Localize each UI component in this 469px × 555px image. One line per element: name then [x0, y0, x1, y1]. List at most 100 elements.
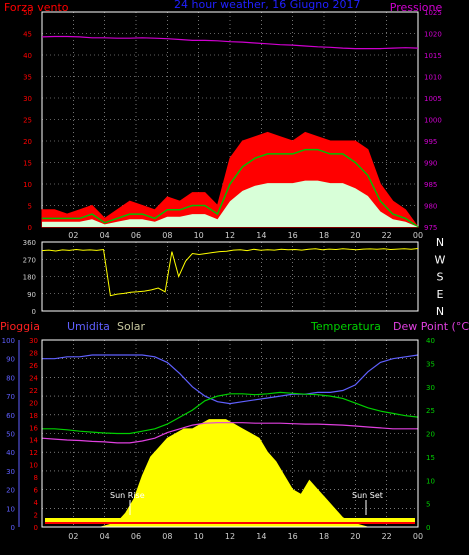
x-tick-label: 06: [131, 532, 141, 541]
x-tick-label: 18: [319, 231, 329, 240]
humidity-tick-label: 30: [6, 468, 15, 476]
humidity-tick-label: 100: [2, 337, 15, 345]
plot-frame: [41, 339, 419, 528]
temperature-label: Temperatura: [310, 320, 381, 333]
series-humidity: [42, 354, 419, 405]
series-temperature: [42, 391, 419, 435]
series-wind-speed: [42, 148, 419, 228]
humidity-tick-label: 90: [6, 356, 15, 364]
temperature-tick-label: 35: [426, 360, 435, 368]
humidity-tick-label: 60: [6, 412, 15, 420]
humidity-tick-label: 40: [6, 449, 15, 457]
pressure-tick-label: 1010: [424, 74, 442, 82]
x-tick-label: 14: [256, 231, 266, 240]
temperature-tick-label: 40: [426, 337, 435, 345]
x-tick-label: 02: [68, 231, 78, 240]
compass-label: S: [437, 271, 444, 284]
series-rain: [45, 522, 415, 524]
compass-label: N: [436, 236, 444, 249]
x-tick-label: 00: [413, 231, 423, 240]
plot-frame: [41, 241, 419, 312]
wind-tick-label: 25: [23, 117, 32, 125]
wind-tick-label: 30: [23, 95, 32, 103]
wind-tick-label: 50: [23, 9, 32, 17]
x-tick-label: 08: [162, 532, 172, 541]
temperature-tick-label: 0: [426, 524, 430, 532]
x-tick-label: 22: [382, 532, 392, 541]
wind-axis-label: Forza vento: [4, 1, 69, 14]
rain-tick-label: 26: [29, 362, 38, 370]
rain-tick-label: 16: [29, 424, 38, 432]
rain-tick-label: 30: [29, 337, 38, 345]
wind-tick-label: 5: [28, 203, 32, 211]
series-wind-direction: [41, 248, 419, 297]
humidity-tick-label: 10: [6, 505, 15, 513]
temperature-tick-label: 30: [426, 384, 435, 392]
temperature-tick-label: 25: [426, 407, 435, 415]
compass-label: W: [435, 253, 446, 266]
wind-tick-label: 40: [23, 52, 32, 60]
sunset-annotation: Sun Set: [352, 491, 383, 500]
x-tick-label: 16: [288, 231, 298, 240]
direction-tick-label: 90: [27, 291, 36, 299]
x-tick-label: 12: [225, 532, 235, 541]
compass-label: N: [436, 305, 444, 318]
rain-tick-label: 18: [29, 412, 38, 420]
wind-tick-label: 35: [23, 74, 32, 82]
rain-tick-label: 14: [29, 437, 38, 445]
pressure-tick-label: 995: [424, 138, 437, 146]
pressure-axis-label: Pressione: [390, 1, 443, 14]
series-solar: [42, 419, 418, 528]
x-tick-label: 20: [350, 231, 360, 240]
direction-tick-label: 270: [23, 256, 36, 264]
humidity-label: Umidita: [67, 320, 110, 333]
wind-tick-label: 15: [23, 160, 32, 168]
pressure-tick-label: 1025: [424, 9, 442, 17]
pressure-tick-label: 985: [424, 181, 437, 189]
rain-baseline-bar: [45, 518, 415, 524]
rain-tick-label: 4: [34, 499, 39, 507]
rain-tick-label: 10: [29, 462, 38, 470]
compass-label: E: [437, 288, 444, 301]
x-tick-label: 18: [319, 532, 329, 541]
pressure-tick-label: 1005: [424, 95, 442, 103]
x-tick-label: 02: [68, 532, 78, 541]
rain-tick-label: 2: [34, 512, 38, 520]
pressure-tick-label: 990: [424, 160, 437, 168]
wind-tick-label: 20: [23, 138, 32, 146]
direction-tick-label: 360: [23, 239, 36, 247]
dew-point-label: Dew Point (°C): [393, 320, 469, 333]
x-tick-label: 08: [162, 231, 172, 240]
rain-tick-label: 22: [29, 387, 38, 395]
x-tick-label: 22: [382, 231, 392, 240]
pressure-tick-label: 1000: [424, 117, 442, 125]
x-tick-label: 10: [194, 231, 204, 240]
sunrise-annotation: Sun Rise: [110, 491, 145, 500]
solar-label: Solar: [117, 320, 146, 333]
x-tick-label: 00: [413, 532, 423, 541]
rain-tick-label: 20: [29, 399, 38, 407]
humidity-tick-label: 50: [6, 431, 15, 439]
temperature-tick-label: 5: [426, 501, 430, 509]
series-dew-point: [41, 422, 418, 444]
x-tick-label: 16: [288, 532, 298, 541]
wind-pressure-plot: 0510152025303540455097598098599099510001…: [23, 9, 442, 240]
series-wind-average: [42, 180, 418, 227]
rain-tick-label: 6: [34, 487, 39, 495]
wind-tick-label: 45: [23, 31, 32, 39]
rain-tick-label: 24: [29, 374, 38, 382]
wind-tick-label: 0: [28, 224, 32, 232]
temperature-tick-label: 10: [426, 477, 435, 485]
humidity-temp-solar-plot: 0102030405060708090100024681012141618202…: [2, 337, 435, 541]
chart-title: 24 hour weather, 16 Giugno 2017: [174, 0, 360, 11]
rain-label: Pioggia: [0, 320, 40, 333]
humidity-tick-label: 20: [6, 487, 15, 495]
x-tick-label: 12: [225, 231, 235, 240]
x-tick-label: 06: [131, 231, 141, 240]
x-tick-label: 14: [256, 532, 266, 541]
wind-tick-label: 10: [23, 181, 32, 189]
pressure-tick-label: 1020: [424, 31, 442, 39]
pressure-tick-label: 1015: [424, 52, 442, 60]
